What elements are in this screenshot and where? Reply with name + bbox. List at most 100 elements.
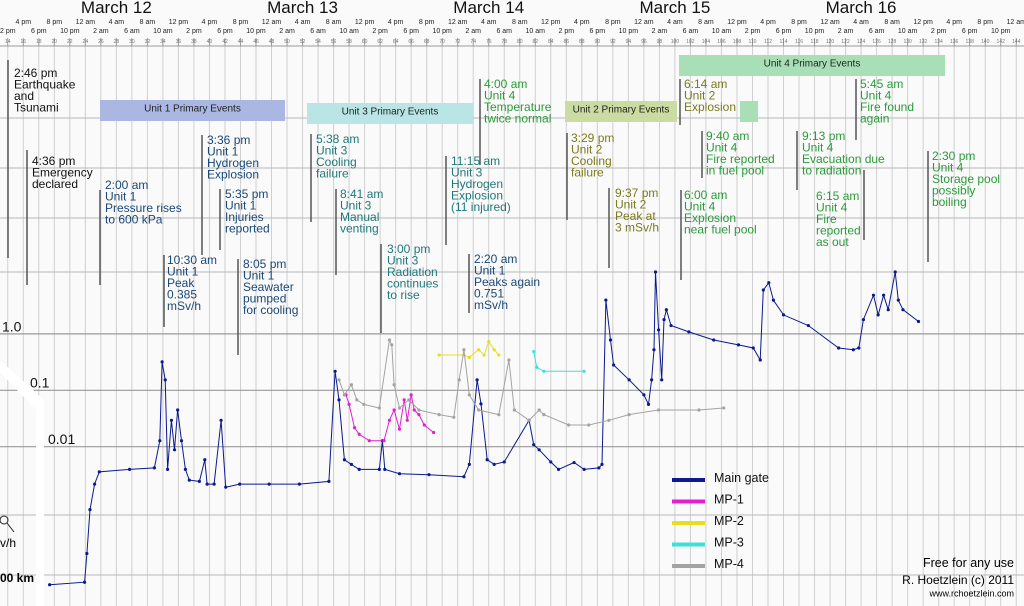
hour-number: 100 — [671, 39, 680, 45]
annotation-text: Cooling — [316, 155, 357, 169]
annotation-text: Unit 4 — [932, 160, 964, 174]
hour-number: 124 — [857, 39, 866, 45]
hour-number: 92 — [610, 39, 616, 45]
data-point — [600, 462, 604, 467]
data-point — [267, 482, 271, 486]
annotation-text: (11 injured) — [451, 200, 511, 214]
hour-number: 38 — [191, 39, 197, 45]
data-point — [347, 402, 351, 407]
data-point — [392, 383, 396, 387]
time-label: 12 pm — [541, 19, 561, 26]
data-point — [901, 308, 905, 312]
hour-number: 102 — [686, 39, 695, 45]
annotation-text: 6:14 am — [684, 77, 727, 91]
annotation-text: Unit 1 — [225, 198, 257, 212]
hour-number: 136 — [950, 39, 959, 45]
data-point — [88, 508, 92, 512]
time-label: 10 pm — [805, 28, 825, 35]
hour-number: 48 — [269, 39, 275, 45]
data-point — [660, 378, 664, 382]
annotation-text: Unit 3 — [387, 253, 419, 267]
time-label: 12 pm — [727, 19, 747, 26]
hour-number: 36 — [176, 39, 182, 45]
time-label: 4 pm — [574, 19, 590, 26]
data-point — [349, 462, 354, 467]
annotation-text: Peak at — [615, 209, 656, 223]
data-point — [392, 408, 396, 412]
data-point — [736, 343, 741, 347]
data-point — [507, 358, 511, 362]
time-label: 8 am — [884, 19, 900, 26]
data-point — [851, 348, 855, 352]
annotation-text: Unit 4 — [484, 88, 516, 102]
hour-number: 134 — [934, 39, 943, 45]
data-point — [604, 298, 608, 302]
time-label: 4 pm — [946, 19, 962, 26]
event-bar-label: Unit 2 Primary Events — [573, 104, 670, 115]
time-label: 10 pm — [246, 28, 266, 35]
event-bar — [679, 55, 945, 76]
hour-number: 54 — [315, 39, 321, 45]
annotation-text: mSv/h — [167, 299, 201, 313]
data-point — [587, 423, 591, 427]
data-point — [387, 418, 392, 422]
legend-label: Main gate — [714, 471, 769, 485]
data-point — [224, 485, 228, 489]
data-point — [492, 462, 496, 467]
annotation-text: 3:36 pm — [207, 133, 250, 147]
credit: www.rchoetzlein.com — [928, 588, 1014, 598]
time-label: 6 am — [310, 28, 326, 35]
annotation-text: Unit 3 — [340, 198, 372, 212]
series-line — [533, 351, 585, 372]
data-point — [387, 338, 392, 342]
data-point — [407, 398, 411, 402]
hour-number: 28 — [114, 39, 120, 45]
annotation-text: 10:30 am — [167, 253, 217, 267]
hour-number: 24 — [83, 39, 89, 45]
annotation-text: Temperature — [484, 100, 552, 114]
annotation-text: Explosion — [684, 211, 736, 225]
data-point — [409, 393, 413, 397]
data-point — [653, 270, 658, 274]
data-point — [412, 408, 416, 412]
hour-number: 76 — [486, 39, 492, 45]
annotation-text: possibly — [932, 184, 975, 198]
data-point — [85, 551, 89, 556]
annotation-text: failure — [571, 166, 604, 180]
annotation-text: Unit 4 — [706, 140, 738, 154]
hour-number: 126 — [872, 39, 881, 45]
data-point — [238, 482, 242, 486]
data-point — [657, 408, 661, 412]
annotation-text: Evacuation due — [802, 152, 885, 166]
annotation-text: 9:37 pm — [615, 186, 658, 200]
annotation-text: Unit 4 — [860, 88, 892, 102]
data-point — [187, 478, 191, 482]
annotation-text: Fire found — [860, 100, 914, 114]
data-point — [390, 343, 394, 347]
hour-number: 26 — [98, 39, 104, 45]
annotation-text: 2:00 am — [105, 178, 148, 192]
data-point — [462, 475, 466, 479]
hour-number: 44 — [238, 39, 244, 45]
hour-number: 32 — [145, 39, 151, 45]
inset-icon — [0, 515, 9, 525]
data-point — [806, 323, 810, 328]
data-point — [836, 346, 841, 350]
time-label: 8 am — [698, 19, 714, 26]
annotation-text: Unit 1 — [167, 264, 199, 278]
data-point — [497, 413, 501, 417]
hour-number: 50 — [284, 39, 290, 45]
data-point — [871, 293, 876, 297]
data-point — [352, 426, 357, 430]
inset-label: 00 km — [0, 571, 34, 585]
data-point — [482, 353, 486, 357]
data-point — [535, 365, 539, 369]
annotation-text: venting — [340, 222, 379, 236]
annotation-text: 4:00 am — [484, 77, 527, 91]
hour-number: 70 — [439, 39, 445, 45]
time-label: 4 am — [109, 19, 125, 26]
data-point — [477, 348, 481, 352]
data-point — [342, 458, 347, 462]
data-point — [349, 383, 354, 387]
y-tick-label: 0.1 — [30, 375, 50, 391]
